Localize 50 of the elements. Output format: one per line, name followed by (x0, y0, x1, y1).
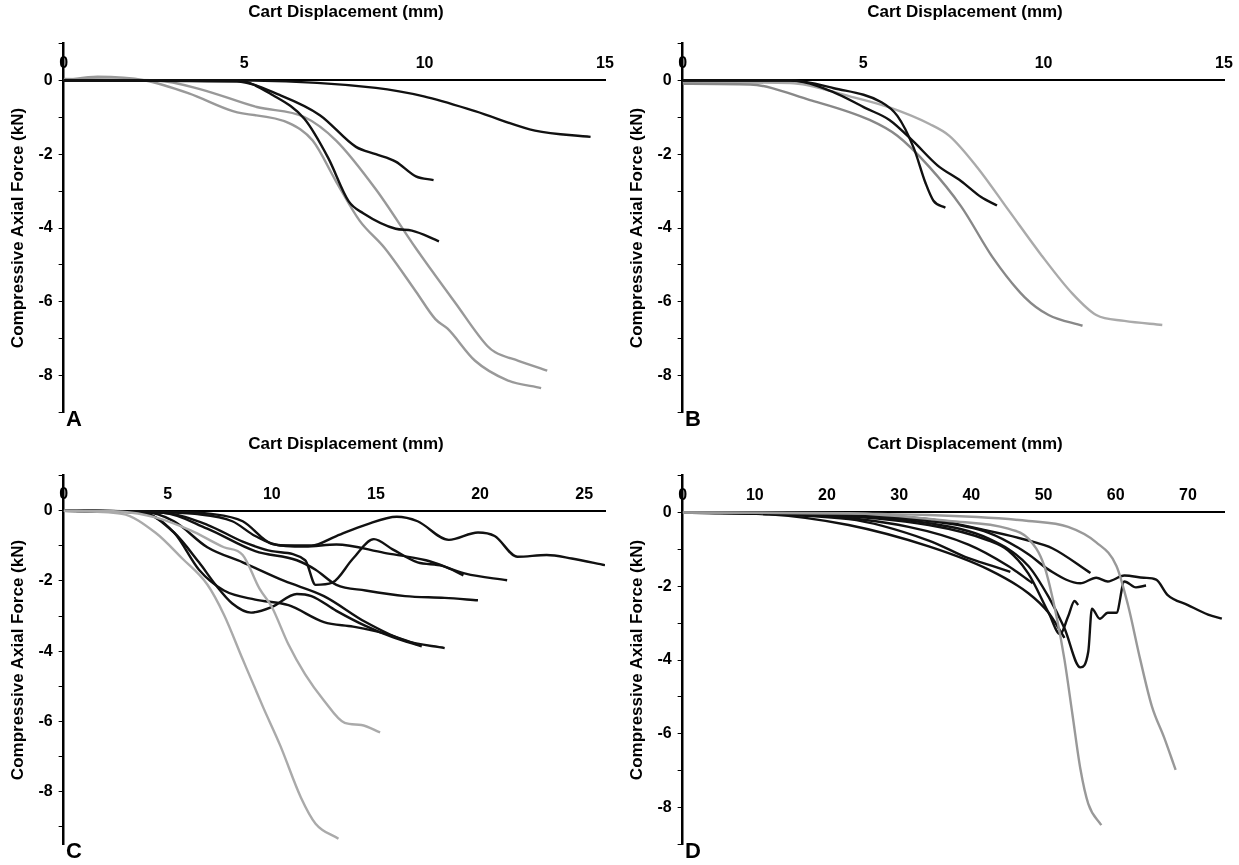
y-tick-label: -6 (38, 292, 53, 310)
y-tick-label: 0 (43, 501, 53, 519)
x-tick-label: 15 (1215, 54, 1233, 72)
x-tick-label: 15 (596, 54, 614, 72)
y-tick-label: -4 (657, 218, 672, 236)
x-tick-label: 5 (858, 54, 868, 72)
y-tick-label: -8 (38, 782, 53, 800)
x-tick-label: 10 (745, 486, 764, 504)
annotation: D (685, 838, 701, 864)
x-tick-label: 10 (1034, 54, 1053, 72)
x-tick-label: 10 (262, 484, 281, 502)
annotation: C (66, 838, 82, 864)
y-tick-label: -4 (38, 218, 53, 236)
y-tick-label: -6 (657, 724, 672, 742)
x-tick-label: 70 (1179, 486, 1197, 504)
x-tick-label: 5 (163, 484, 173, 502)
y-axis-title: Compressive Axial Force (kN) (7, 107, 27, 349)
x-tick-label: 25 (575, 484, 594, 502)
y-tick-label: -4 (38, 641, 53, 659)
y-tick-label: -6 (38, 711, 53, 729)
x-axis-title: Cart Displacement (mm) (247, 434, 445, 454)
annotation: A (66, 406, 82, 432)
y-tick-label: -2 (657, 144, 672, 162)
y-tick-label: 0 (662, 502, 672, 520)
y-tick-label: -8 (657, 797, 672, 815)
x-tick-label: 20 (818, 486, 836, 504)
y-tick-label: -2 (38, 144, 53, 162)
y-tick-label: 0 (662, 70, 672, 88)
y-tick-label: 0 (43, 70, 53, 88)
y-tick-label: -6 (657, 292, 672, 310)
y-tick-label: -2 (657, 576, 672, 594)
x-tick-label: 60 (1106, 486, 1125, 504)
x-axis-title: Cart Displacement (mm) (866, 434, 1064, 454)
x-axis-title: Cart Displacement (mm) (866, 2, 1064, 22)
x-tick-label: 10 (415, 54, 434, 72)
y-axis-title: Compressive Axial Force (kN) (7, 539, 27, 781)
x-tick-label: 20 (471, 484, 490, 502)
y-tick-label: -4 (657, 650, 672, 668)
y-tick-label: -8 (657, 365, 672, 383)
x-tick-label: 30 (890, 486, 909, 504)
x-tick-label: 40 (962, 486, 981, 504)
x-tick-label: 50 (1034, 486, 1053, 504)
y-tick-label: -8 (38, 365, 53, 383)
y-tick-label: -2 (38, 571, 53, 589)
y-axis-title: Compressive Axial Force (kN) (626, 539, 646, 781)
y-axis-title: Compressive Axial Force (kN) (626, 107, 646, 349)
x-tick-label: 15 (367, 484, 385, 502)
annotation: B (685, 406, 701, 432)
x-tick-label: 5 (239, 54, 249, 72)
x-axis-title: Cart Displacement (mm) (247, 2, 445, 22)
